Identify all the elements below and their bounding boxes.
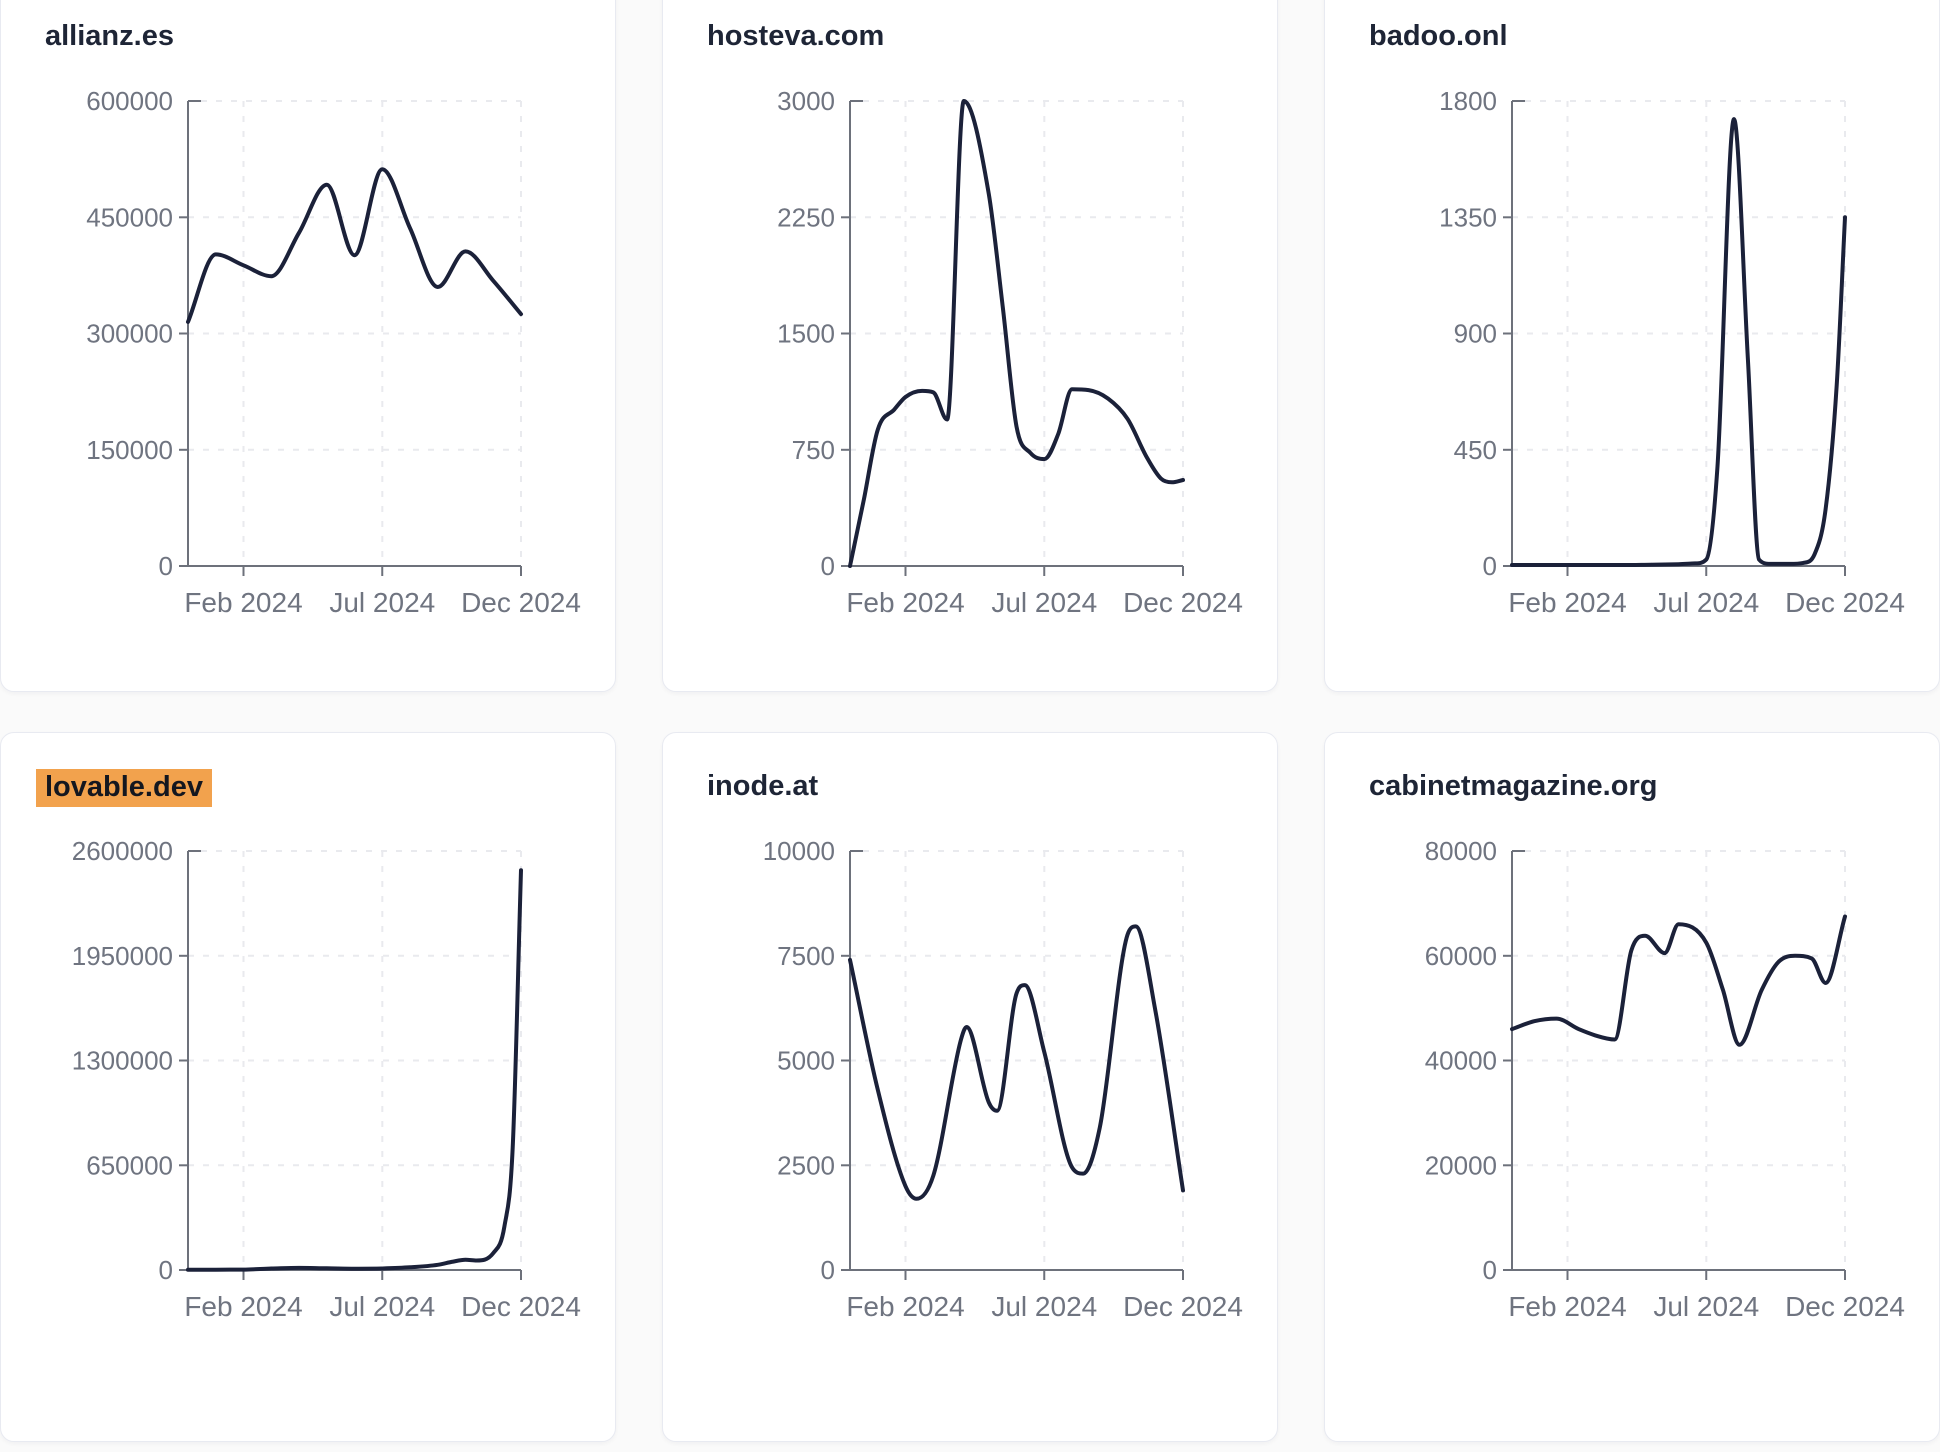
svg-text:Dec 2024: Dec 2024: [1785, 1291, 1905, 1322]
svg-text:0: 0: [159, 551, 173, 581]
svg-text:Dec 2024: Dec 2024: [1785, 587, 1905, 618]
svg-text:900: 900: [1454, 319, 1497, 349]
line-chart: 0 650000 1300000 1950000 2600000 Feb 2024 Jul …: [72, 836, 581, 1322]
svg-text:Jul 2024: Jul 2024: [1653, 587, 1759, 618]
svg-text:0: 0: [159, 1255, 173, 1285]
svg-text:Feb 2024: Feb 2024: [1508, 1291, 1626, 1322]
chart-card-cabinetmagazine-org[interactable]: cabinetmagazine.org 0 20000 40000 60000 8000…: [1324, 732, 1940, 1442]
svg-text:Dec 2024: Dec 2024: [461, 587, 581, 618]
chart-card-badoo-onl[interactable]: badoo.onl 0 450 900 1350 1800 Feb 2024 Jul 202…: [1324, 0, 1940, 692]
card-title: hosteva.com: [707, 20, 885, 52]
line-chart: 0 750 1500 2250 3000 Feb 2024 Jul 2024 Dec 2024: [777, 86, 1243, 618]
svg-text:150000: 150000: [86, 435, 173, 465]
line-chart: 0 450 900 1350 1800 Feb 2024 Jul 2024 Dec 2024: [1439, 86, 1905, 618]
svg-text:Feb 2024: Feb 2024: [846, 587, 964, 618]
svg-text:2250: 2250: [777, 202, 835, 232]
svg-text:Jul 2024: Jul 2024: [1653, 1291, 1759, 1322]
svg-text:Jul 2024: Jul 2024: [991, 587, 1097, 618]
svg-text:5000: 5000: [777, 1046, 835, 1076]
svg-text:1950000: 1950000: [72, 941, 173, 971]
line-chart: 0 150000 300000 450000 600000 Feb 2024 Jul 202…: [86, 86, 581, 618]
chart-card-hosteva-com[interactable]: hosteva.com 0 750 1500 2250 3000 Feb 2024 Jul …: [662, 0, 1278, 692]
svg-text:Feb 2024: Feb 2024: [846, 1291, 964, 1322]
svg-text:450: 450: [1454, 435, 1497, 465]
card-title: inode.at: [707, 770, 819, 802]
svg-text:2500: 2500: [777, 1150, 835, 1180]
svg-text:Dec 2024: Dec 2024: [1123, 587, 1243, 618]
line-chart: 0 20000 40000 60000 80000 Feb 2024 Jul 2024 Dec…: [1425, 836, 1905, 1322]
svg-text:Feb 2024: Feb 2024: [184, 587, 302, 618]
svg-text:80000: 80000: [1425, 836, 1497, 866]
card-title: allianz.es: [45, 20, 174, 52]
svg-text:750: 750: [792, 435, 835, 465]
svg-text:0: 0: [1483, 551, 1497, 581]
svg-text:2600000: 2600000: [72, 836, 173, 866]
svg-text:60000: 60000: [1425, 941, 1497, 971]
svg-text:10000: 10000: [763, 836, 835, 866]
card-title: badoo.onl: [1369, 20, 1508, 52]
svg-text:Dec 2024: Dec 2024: [461, 1291, 581, 1322]
chart-card-lovable-dev[interactable]: lovable.dev 0 650000 1300000 1950000 2600000…: [0, 732, 616, 1442]
svg-text:600000: 600000: [86, 86, 173, 116]
svg-text:1800: 1800: [1439, 86, 1497, 116]
svg-text:300000: 300000: [86, 319, 173, 349]
svg-text:0: 0: [821, 551, 835, 581]
svg-text:Jul 2024: Jul 2024: [991, 1291, 1097, 1322]
chart-card-inode-at[interactable]: inode.at 0 2500 5000 7500 10000 Feb 2024 Jul 2…: [662, 732, 1278, 1442]
svg-text:Dec 2024: Dec 2024: [1123, 1291, 1243, 1322]
svg-text:1500: 1500: [777, 319, 835, 349]
svg-text:Feb 2024: Feb 2024: [184, 1291, 302, 1322]
svg-text:40000: 40000: [1425, 1046, 1497, 1076]
svg-text:450000: 450000: [86, 202, 173, 232]
svg-text:Jul 2024: Jul 2024: [329, 587, 435, 618]
chart-card-allianz-es[interactable]: allianz.es 0 150000 300000 450000 600000 Feb …: [0, 0, 616, 692]
svg-text:7500: 7500: [777, 941, 835, 971]
svg-text:3000: 3000: [777, 86, 835, 116]
svg-text:Jul 2024: Jul 2024: [329, 1291, 435, 1322]
svg-text:1350: 1350: [1439, 202, 1497, 232]
card-title-highlighted: lovable.dev: [36, 769, 212, 807]
svg-text:0: 0: [1483, 1255, 1497, 1285]
svg-text:Feb 2024: Feb 2024: [1508, 587, 1626, 618]
svg-text:1300000: 1300000: [72, 1046, 173, 1076]
svg-text:20000: 20000: [1425, 1150, 1497, 1180]
line-chart: 0 2500 5000 7500 10000 Feb 2024 Jul 2024 Dec 20…: [763, 836, 1243, 1322]
svg-text:0: 0: [821, 1255, 835, 1285]
svg-text:650000: 650000: [86, 1150, 173, 1180]
card-title: cabinetmagazine.org: [1369, 770, 1658, 802]
